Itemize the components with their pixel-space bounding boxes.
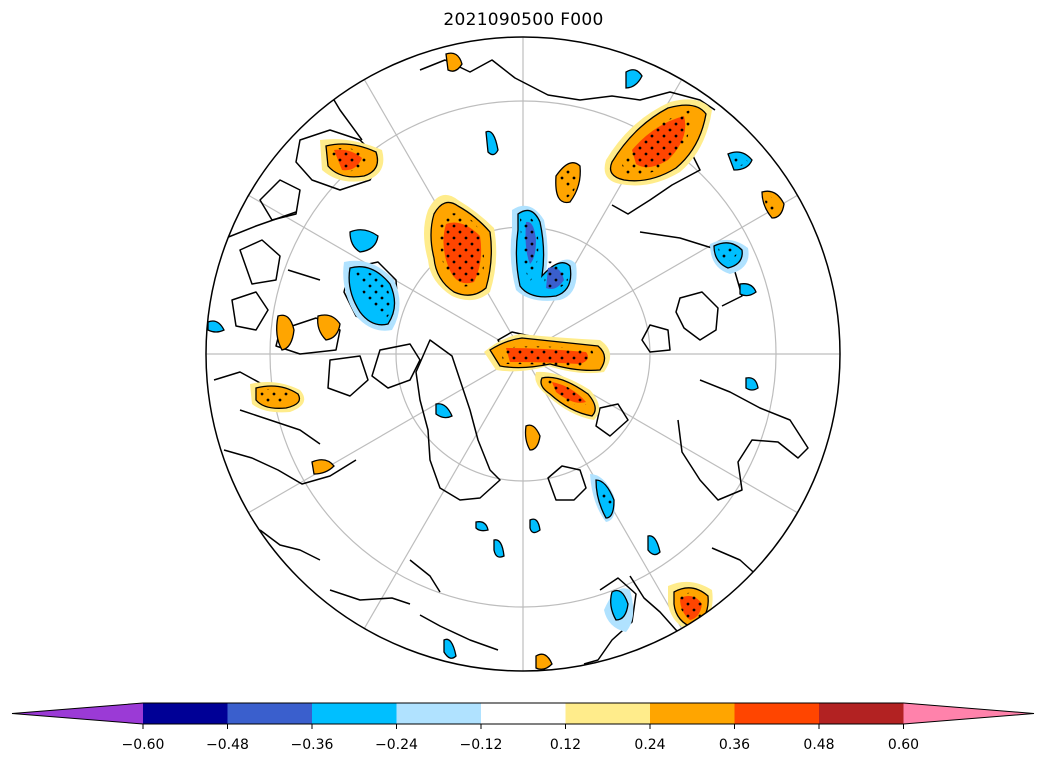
colorbar-swatch (312, 703, 398, 724)
map-disc (206, 37, 840, 671)
colorbar-tick-label: 0.60 (888, 737, 919, 753)
colorbar-swatch (227, 703, 313, 724)
colorbar-tick-label: −0.60 (122, 737, 165, 753)
colorbar-swatch (565, 703, 651, 724)
colorbar: −0.60 −0.48 −0.36 −0.24 −0.12 0.12 0.24 0.36 0.4… (11, 702, 1035, 753)
colorbar-tick-label: −0.24 (375, 737, 418, 753)
coastlines (213, 59, 809, 665)
colorbar-swatch (734, 703, 820, 724)
colorbar-tick-label: 0.24 (634, 737, 665, 753)
graticule (206, 37, 840, 671)
colorbar-tick-label: −0.48 (206, 737, 249, 753)
colorbar-tick-label: 0.36 (719, 737, 750, 753)
colorbar-tick-label: −0.12 (460, 737, 503, 753)
colorbar-swatch (903, 703, 1034, 724)
colorbar-swatch (819, 703, 905, 724)
colorbar-segments (11, 702, 1035, 725)
colorbar-ticks: −0.60 −0.48 −0.36 −0.24 −0.12 0.12 0.24 0.36 0.4… (122, 724, 919, 753)
colorbar-swatch (396, 703, 482, 724)
colorbar-swatch (650, 703, 736, 724)
colorbar-swatch (481, 703, 567, 724)
colorbar-tick-label: 0.48 (803, 737, 834, 753)
map-title: 2021090500 F000 (443, 10, 604, 30)
colorbar-swatch (143, 703, 229, 724)
colorbar-swatch (12, 703, 143, 724)
colorbar-tick-label: 0.12 (550, 737, 581, 753)
map-boundary (205, 36, 841, 672)
colorbar-tick-label: −0.36 (291, 737, 334, 753)
significance-stippling (260, 110, 778, 624)
